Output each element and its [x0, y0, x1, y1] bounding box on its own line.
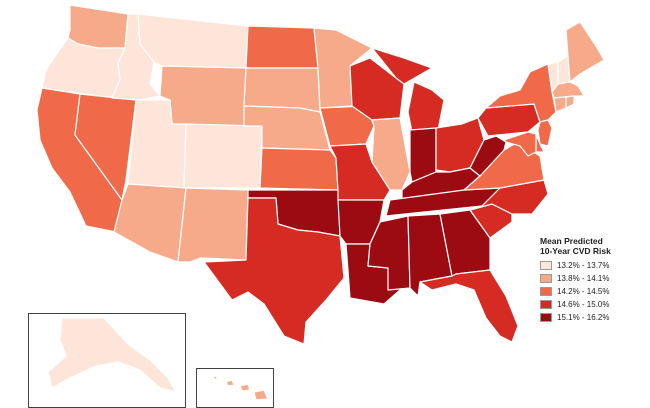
legend-swatch [540, 287, 552, 296]
state-CO [183, 123, 263, 189]
state-WA [67, 4, 129, 49]
state-RI [565, 95, 575, 109]
legend-swatch [540, 300, 552, 309]
alaska-inset-frame [28, 313, 186, 408]
legend-title: Mean Predicted 10-Year CVD Risk [540, 236, 650, 256]
legend-title-line2: 10-Year CVD Risk [540, 246, 611, 256]
legend-title-line1: Mean Predicted [540, 236, 603, 246]
hawaii-inset-frame [196, 368, 274, 408]
state-HI [211, 375, 219, 381]
legend-swatch [540, 313, 552, 322]
legend-item: 14.6% - 15.0% [540, 298, 650, 311]
state-SD [243, 67, 321, 113]
state-WI [349, 57, 405, 121]
states-layer [36, 4, 605, 345]
state-ME [565, 21, 605, 83]
state-IL [371, 117, 411, 191]
state-HI-oahu [225, 379, 235, 387]
state-NM [177, 187, 249, 263]
legend-item: 13.2% - 13.7% [540, 259, 650, 272]
state-HI-maui [239, 383, 251, 392]
legend-label: 13.2% - 13.7% [557, 261, 610, 270]
hawaii-inset [211, 375, 269, 400]
alaska-inset [47, 317, 177, 393]
state-KS [259, 147, 339, 191]
map-legend: Mean Predicted 10-Year CVD Risk 13.2% - … [540, 236, 650, 324]
state-WY [159, 65, 247, 127]
state-PA [477, 103, 541, 137]
state-TX [203, 197, 345, 345]
state-NJ [537, 119, 553, 147]
legend-label: 15.1% - 16.2% [557, 313, 610, 322]
state-MT [137, 13, 249, 69]
legend-label: 14.2% - 14.5% [557, 287, 610, 296]
legend-item: 14.2% - 14.5% [540, 285, 650, 298]
legend-label: 13.8% - 14.1% [557, 274, 610, 283]
legend-swatch [540, 274, 552, 283]
state-FL [419, 269, 519, 343]
state-AK [47, 317, 177, 393]
state-HI-big-island [253, 389, 269, 400]
legend-item: 13.8% - 14.1% [540, 272, 650, 285]
legend-swatch [540, 261, 552, 270]
legend-label: 14.6% - 15.0% [557, 300, 610, 309]
state-MD [503, 131, 537, 157]
state-AZ [113, 183, 187, 263]
state-CT [553, 96, 567, 113]
state-ND [245, 25, 319, 69]
legend-item: 15.1% - 16.2% [540, 311, 650, 324]
